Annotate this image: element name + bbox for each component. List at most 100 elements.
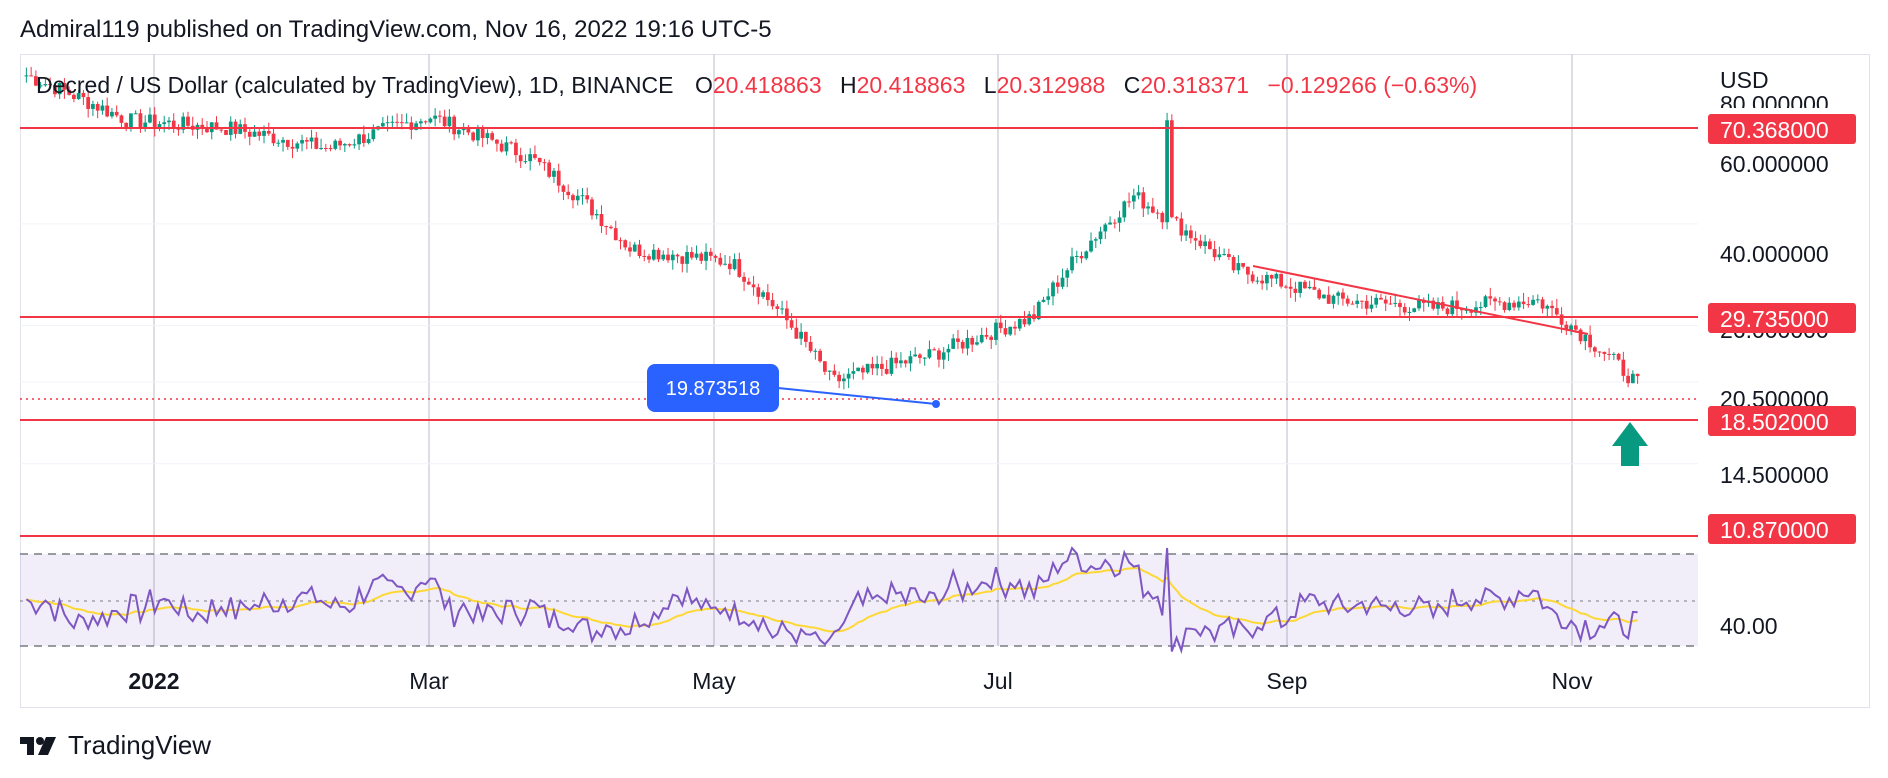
candle-body: [1160, 212, 1165, 223]
candle-body: [1331, 295, 1336, 304]
candle-body: [1055, 282, 1060, 287]
candle-body: [338, 140, 342, 146]
candle-body: [304, 140, 309, 142]
candle-body: [842, 378, 846, 382]
candle-body: [851, 371, 856, 374]
candle-body: [514, 142, 518, 156]
callout-leader: [777, 387, 937, 405]
candle-body: [794, 327, 799, 339]
candle-body: [1336, 292, 1341, 296]
descending-trendline[interactable]: [1252, 265, 1589, 335]
price-label-70-text: 70.368000: [1720, 117, 1829, 143]
axis-tick-40: 40.000000: [1720, 241, 1829, 267]
candle-body: [1364, 300, 1369, 309]
candle-body: [24, 75, 29, 77]
candle-body: [585, 195, 590, 200]
candle-body: [1326, 294, 1331, 304]
candle-body: [542, 162, 547, 164]
candle-body: [91, 104, 95, 109]
candle-body: [1122, 201, 1127, 218]
legend-high-value: 20.418863: [857, 72, 966, 98]
candle-body: [865, 363, 870, 373]
candle-body: [162, 122, 167, 125]
candle-body: [1602, 351, 1607, 354]
candle-body: [979, 334, 984, 343]
axis-tick-80: 80.000000: [1720, 91, 1829, 117]
candle-body: [1179, 218, 1184, 236]
callout-box[interactable]: [647, 364, 779, 412]
footer-brand[interactable]: TradingView: [68, 730, 212, 760]
candle-body: [1051, 282, 1055, 297]
candle-body: [1241, 263, 1246, 267]
price-axis[interactable]: USD 80.000000 60.000000 40.000000 26.000…: [1708, 67, 1856, 639]
candle-body: [67, 89, 72, 95]
candle-body: [1379, 297, 1383, 300]
rsi-axis-tick: 40.00: [1720, 613, 1778, 639]
candle-body: [1526, 304, 1531, 306]
candle-body: [599, 214, 604, 227]
candle-body: [1084, 251, 1089, 259]
price-label-29: [1708, 303, 1856, 333]
candle-body: [1265, 274, 1269, 284]
candle-body: [1013, 326, 1017, 329]
candle-body: [181, 116, 186, 130]
candle-body: [1607, 353, 1611, 355]
candle-body: [1474, 307, 1478, 313]
candle-body: [1188, 230, 1193, 239]
candle-body: [1493, 298, 1497, 302]
candle-body: [138, 113, 143, 128]
svg-text:O20.418863 H20.418863: O20.418863 H20.418863 L20.312988 C20.318…: [695, 72, 1477, 98]
price-label-10: [1708, 514, 1856, 544]
candle-body: [1583, 334, 1588, 342]
legend-close-label: C: [1124, 72, 1141, 98]
candle-body: [1036, 301, 1041, 320]
candle-body: [552, 170, 556, 177]
callout-label: 19.873518: [666, 378, 761, 400]
candle-body: [732, 259, 737, 270]
candle-body: [1093, 239, 1098, 241]
candle-body: [751, 284, 756, 288]
candle-body: [447, 116, 452, 127]
candle-body: [290, 146, 295, 149]
candle-body: [1169, 120, 1174, 218]
candle-body: [1531, 299, 1535, 305]
candle-body: [1550, 305, 1554, 309]
candle-body: [832, 370, 837, 375]
candle-body: [1502, 302, 1507, 311]
candle-body: [528, 154, 533, 162]
candle-body: [1512, 302, 1516, 308]
candle-body: [1203, 241, 1207, 247]
candle-body: [214, 122, 219, 130]
time-axis[interactable]: 2022 Mar May Jul Sep Nov: [128, 668, 1593, 694]
candle-body: [105, 105, 110, 117]
candle-body: [927, 349, 932, 358]
candle-body: [537, 157, 542, 163]
candle-body: [1222, 254, 1226, 256]
candle-body: [471, 132, 476, 141]
candle-body: [1117, 217, 1122, 223]
candle-body: [594, 214, 599, 216]
candle-body: [409, 122, 414, 130]
candle-body: [637, 244, 642, 257]
time-label-jul: Jul: [983, 668, 1012, 694]
candle-body: [737, 259, 742, 277]
candle-body: [1226, 254, 1231, 258]
candle-body: [903, 360, 908, 364]
legend-open-label: O: [695, 72, 713, 98]
candle-body: [281, 139, 285, 143]
candle-body: [1155, 212, 1160, 214]
candle-body: [1554, 308, 1559, 315]
candle-body: [1207, 241, 1212, 250]
candle-body: [1141, 192, 1146, 209]
candle-body: [314, 137, 319, 149]
candle-body: [604, 226, 609, 228]
candle-body: [86, 97, 91, 109]
candle-body: [813, 350, 818, 352]
candle-body: [713, 255, 718, 258]
candle-body: [399, 122, 404, 124]
candle-body: [609, 226, 613, 229]
candle-body: [518, 155, 523, 162]
candle-body: [1303, 281, 1307, 289]
candle-body: [613, 228, 618, 241]
